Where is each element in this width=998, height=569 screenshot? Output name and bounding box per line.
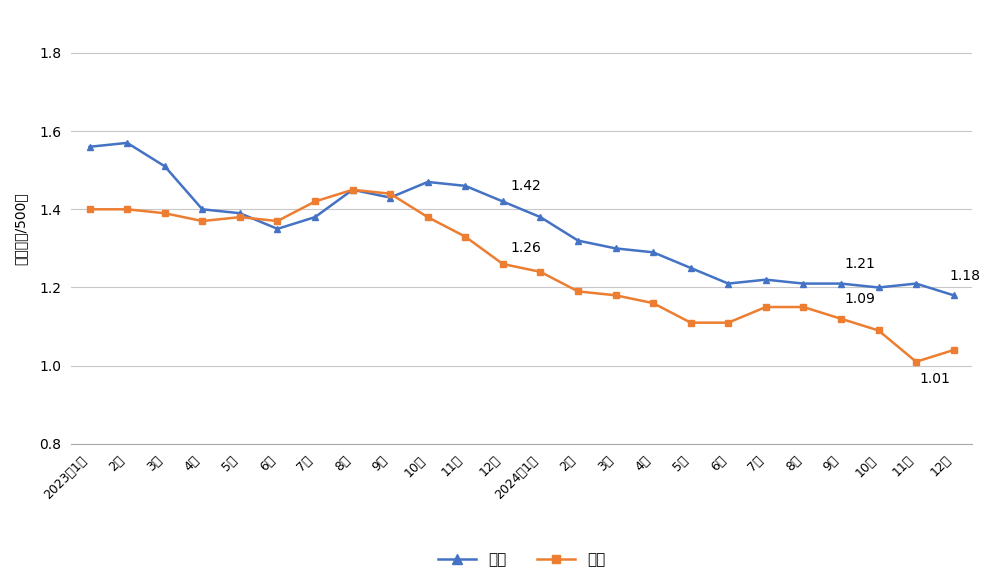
- Text: 1.01: 1.01: [920, 372, 951, 386]
- Legend: 小麦, 玉米: 小麦, 玉米: [431, 546, 612, 569]
- 小麦: [685, 265, 697, 271]
- Text: 1.42: 1.42: [510, 179, 541, 193]
- 玉米: [572, 288, 584, 295]
- 玉米: [346, 187, 358, 193]
- 玉米: [197, 217, 209, 224]
- 小麦: [647, 249, 659, 255]
- 小麦: [835, 280, 847, 287]
- 玉米: [84, 206, 96, 213]
- 小麦: [309, 214, 321, 221]
- 小麦: [271, 225, 283, 232]
- 玉米: [309, 198, 321, 205]
- Text: 1.26: 1.26: [510, 241, 541, 255]
- 小麦: [234, 210, 246, 217]
- 小麦: [497, 198, 509, 205]
- 玉米: [610, 292, 622, 299]
- 小麦: [459, 183, 471, 189]
- 玉米: [948, 347, 960, 353]
- 玉米: [271, 217, 283, 224]
- 小麦: [872, 284, 884, 291]
- 玉米: [384, 190, 396, 197]
- 小麦: [197, 206, 209, 213]
- 小麦: [159, 163, 171, 170]
- 玉米: [459, 233, 471, 240]
- 玉米: [647, 300, 659, 307]
- 玉米: [910, 358, 922, 365]
- 玉米: [723, 319, 735, 326]
- 玉米: [685, 319, 697, 326]
- 小麦: [84, 143, 96, 150]
- Text: 1.09: 1.09: [844, 292, 875, 306]
- 玉米: [422, 214, 434, 221]
- Line: 小麦: 小麦: [86, 139, 957, 299]
- 小麦: [910, 280, 922, 287]
- 玉米: [835, 315, 847, 322]
- Y-axis label: 单位：元/500克: 单位：元/500克: [14, 192, 28, 265]
- Line: 玉米: 玉米: [87, 187, 957, 365]
- 小麦: [723, 280, 735, 287]
- 小麦: [535, 214, 547, 221]
- 玉米: [759, 304, 771, 311]
- 玉米: [497, 261, 509, 267]
- 玉米: [797, 304, 809, 311]
- 玉米: [234, 214, 246, 221]
- 小麦: [121, 139, 133, 146]
- 玉米: [535, 269, 547, 275]
- 小麦: [610, 245, 622, 252]
- Text: 1.21: 1.21: [844, 257, 875, 271]
- 小麦: [422, 179, 434, 185]
- 小麦: [384, 194, 396, 201]
- 小麦: [797, 280, 809, 287]
- 小麦: [948, 292, 960, 299]
- Text: 1.18: 1.18: [950, 269, 981, 283]
- 玉米: [872, 327, 884, 334]
- 小麦: [572, 237, 584, 244]
- 玉米: [159, 210, 171, 217]
- 小麦: [346, 187, 358, 193]
- 小麦: [759, 277, 771, 283]
- 玉米: [121, 206, 133, 213]
